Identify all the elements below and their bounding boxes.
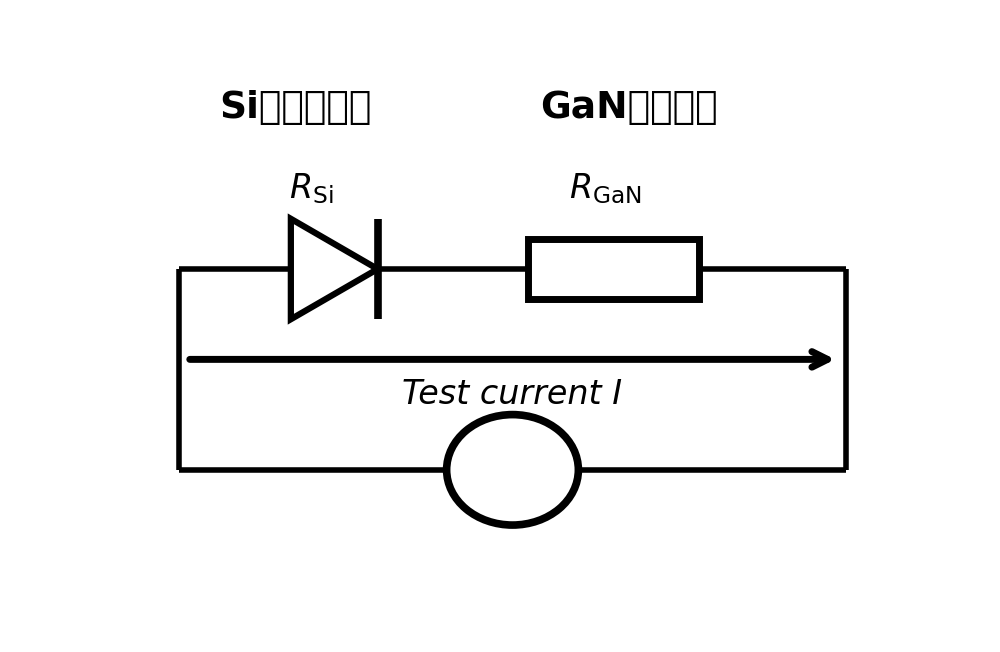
Text: Si二极管电阵: Si二极管电阵 — [219, 91, 372, 126]
Text: $\mathit{R}_{\mathrm{GaN}}$: $\mathit{R}_{\mathrm{GaN}}$ — [569, 171, 642, 206]
Text: Vf: Vf — [489, 451, 536, 489]
Text: Test current I: Test current I — [402, 378, 623, 411]
Bar — [528, 239, 698, 299]
Text: GaN导通电阵: GaN导通电阵 — [540, 91, 718, 126]
Text: $\mathit{R}_{\mathrm{Si}}$: $\mathit{R}_{\mathrm{Si}}$ — [289, 171, 333, 206]
Ellipse shape — [447, 415, 578, 525]
